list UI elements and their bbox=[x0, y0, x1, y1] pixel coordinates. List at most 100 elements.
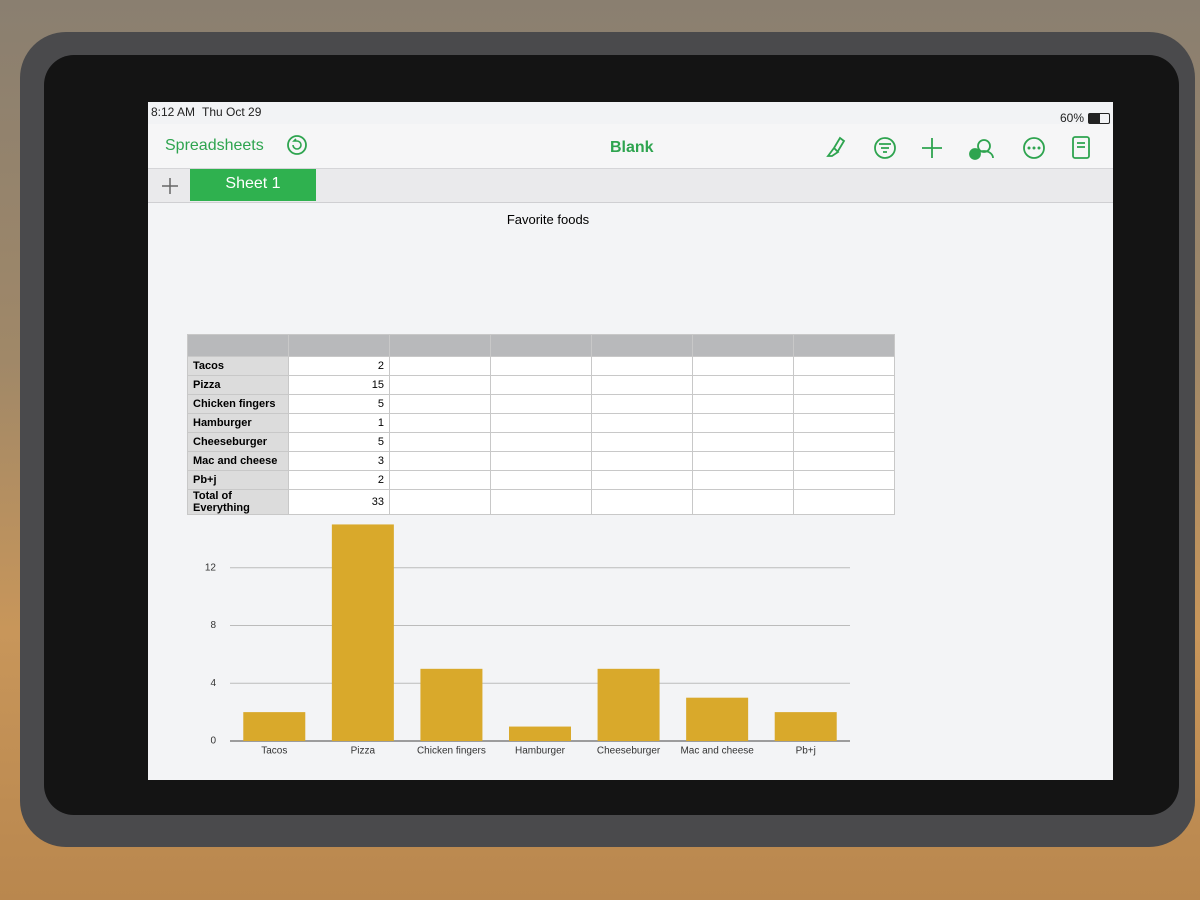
x-tick-label: Pb+j bbox=[796, 746, 816, 757]
empty-cell bbox=[692, 451, 794, 471]
empty-cell bbox=[389, 432, 491, 452]
header-cell bbox=[288, 334, 390, 357]
x-tick-label: Tacos bbox=[261, 746, 287, 757]
empty-cell bbox=[692, 432, 794, 452]
time: 8:12 AM bbox=[151, 105, 196, 119]
empty-cell bbox=[793, 470, 895, 490]
empty-cell bbox=[490, 451, 592, 471]
row-label: Pizza bbox=[187, 375, 289, 395]
bar bbox=[774, 712, 837, 741]
cell-value: 15 bbox=[288, 375, 390, 395]
bar bbox=[597, 668, 660, 741]
header-cell bbox=[187, 334, 289, 357]
empty-cell bbox=[591, 394, 693, 414]
row-label: Pb+j bbox=[187, 470, 289, 490]
x-tick-label: Chicken fingers bbox=[417, 746, 486, 757]
empty-cell bbox=[389, 375, 491, 395]
cell-value: 2 bbox=[288, 470, 390, 490]
empty-cell bbox=[692, 375, 794, 395]
battery-text: 60% bbox=[1060, 111, 1085, 125]
bar bbox=[509, 726, 571, 741]
table-row: Cheeseburger 5 bbox=[187, 432, 895, 452]
x-tick-label: Hamburger bbox=[515, 746, 566, 757]
add-sheet-button[interactable] bbox=[160, 176, 180, 196]
empty-cell bbox=[490, 413, 592, 433]
x-tick-label: Cheeseburger bbox=[597, 746, 661, 757]
header-cell bbox=[793, 334, 895, 357]
empty-cell bbox=[591, 356, 693, 376]
bar bbox=[243, 712, 306, 741]
sheet-canvas: Favorite foods 0481216TacosPizzaChicken … bbox=[148, 203, 1113, 780]
y-tick-label: 8 bbox=[210, 620, 216, 631]
row-label: Hamburger bbox=[187, 413, 289, 433]
table-title: Favorite foods bbox=[506, 212, 590, 227]
empty-cell bbox=[793, 432, 895, 452]
empty-cell bbox=[793, 489, 895, 515]
empty-cell bbox=[692, 394, 794, 414]
table-row: Hamburger 1 bbox=[187, 413, 895, 433]
status-bar: 8:12 AM Thu Oct 29 60% bbox=[148, 102, 1113, 125]
empty-cell bbox=[793, 375, 895, 395]
empty-cell bbox=[692, 470, 794, 490]
header-cell bbox=[389, 334, 491, 357]
y-tick-label: 0 bbox=[210, 736, 216, 747]
empty-cell bbox=[490, 432, 592, 452]
table-row: Chicken fingers 5 bbox=[187, 394, 895, 414]
bar bbox=[331, 524, 394, 741]
cell-value: 2 bbox=[288, 356, 390, 376]
x-tick-label: Mac and cheese bbox=[680, 746, 754, 757]
back-button[interactable]: Spreadsheets bbox=[165, 137, 264, 154]
document-title: Blank bbox=[610, 139, 654, 156]
empty-cell bbox=[591, 375, 693, 395]
table-row: Tacos 2 bbox=[187, 356, 895, 376]
empty-cell bbox=[389, 451, 491, 471]
empty-cell bbox=[591, 451, 693, 471]
row-label: Mac and cheese bbox=[187, 451, 289, 471]
cell-value: 3 bbox=[288, 451, 390, 471]
row-label: Total of Everything bbox=[187, 489, 289, 515]
y-tick-label: 4 bbox=[210, 678, 216, 689]
empty-cell bbox=[692, 413, 794, 433]
empty-cell bbox=[490, 394, 592, 414]
sheet-tab[interactable]: Sheet 1 bbox=[190, 169, 316, 201]
empty-cell bbox=[389, 413, 491, 433]
x-tick-label: Pizza bbox=[351, 746, 376, 757]
sheet-tabs: Sheet 1 bbox=[148, 169, 1113, 203]
cell-value: 5 bbox=[288, 432, 390, 452]
bar bbox=[420, 668, 483, 741]
row-label: Cheeseburger bbox=[187, 432, 289, 452]
header-cell bbox=[490, 334, 592, 357]
empty-cell bbox=[389, 489, 491, 515]
empty-cell bbox=[490, 356, 592, 376]
empty-cell bbox=[490, 470, 592, 490]
empty-cell bbox=[389, 394, 491, 414]
empty-cell bbox=[793, 413, 895, 433]
toolbar-icons bbox=[826, 136, 1090, 160]
header-row bbox=[187, 334, 895, 357]
empty-cell bbox=[490, 375, 592, 395]
date: Thu Oct 29 bbox=[202, 105, 262, 119]
empty-cell bbox=[591, 413, 693, 433]
cell-value: 33 bbox=[288, 489, 390, 515]
undo-button[interactable] bbox=[286, 134, 308, 156]
cell-value: 5 bbox=[288, 394, 390, 414]
empty-cell bbox=[490, 489, 592, 515]
table-row: Pb+j 2 bbox=[187, 470, 895, 490]
empty-cell bbox=[692, 356, 794, 376]
empty-cell bbox=[591, 489, 693, 515]
empty-cell bbox=[591, 470, 693, 490]
chart: 0481216TacosPizzaChicken fingersHamburge… bbox=[205, 470, 850, 757]
screen: 8:12 AM Thu Oct 29 60% Spreadsheets Blan… bbox=[148, 102, 1113, 780]
empty-cell bbox=[389, 356, 491, 376]
empty-cell bbox=[793, 451, 895, 471]
table-row: Pizza 15 bbox=[187, 375, 895, 395]
table: Tacos 2 Pizza 15 Chicken fingers 5 Hamburger 1 C… bbox=[187, 334, 895, 515]
table-row: Mac and cheese 3 bbox=[187, 451, 895, 471]
empty-cell bbox=[793, 394, 895, 414]
table-row: Total of Everything 33 bbox=[187, 489, 895, 515]
row-label: Tacos bbox=[187, 356, 289, 376]
battery-icon bbox=[1088, 113, 1110, 124]
empty-cell bbox=[692, 489, 794, 515]
toolbar: Spreadsheets Blank bbox=[148, 124, 1113, 169]
